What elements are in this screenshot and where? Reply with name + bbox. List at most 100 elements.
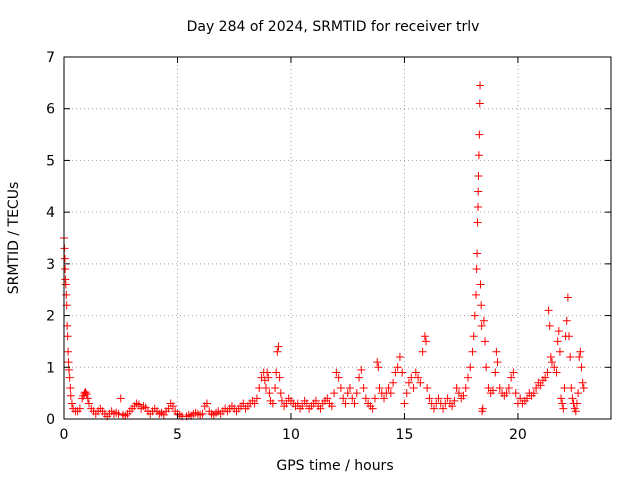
data-point [84,399,93,408]
x-tick-label: 15 [396,427,414,443]
data-point [439,404,448,413]
data-point [473,202,482,211]
data-point [63,321,72,330]
data-point [474,187,483,196]
data-point [492,347,501,356]
data-point [473,249,482,258]
data-point [141,403,150,412]
data-point [255,383,264,392]
data-point [574,389,583,398]
data-point [196,410,205,419]
data-point [81,388,90,397]
data-point [502,389,511,398]
data-point [476,81,485,90]
data-points [60,81,588,421]
data-point [119,410,128,419]
y-tick-label: 5 [46,153,55,169]
data-point [516,394,525,403]
axis-ticks [63,56,611,420]
data-point [488,386,497,395]
data-point [555,347,564,356]
data-point [352,389,361,398]
data-point [411,368,420,377]
data-point [536,381,545,390]
data-point [552,368,561,377]
x-tick-label: 10 [282,427,300,443]
data-point [164,404,173,413]
data-point [60,254,69,263]
data-point [434,394,443,403]
data-point [475,99,484,108]
data-point [550,363,559,372]
data-point [398,368,407,377]
data-point [67,399,76,408]
data-point [558,399,567,408]
y-tick-label: 7 [46,50,55,66]
data-point [370,394,379,403]
data-point [62,290,71,299]
data-point [423,383,432,392]
data-point [271,383,280,392]
y-tick-label: 2 [46,309,55,325]
data-point [482,363,491,372]
data-point [576,347,585,356]
x-tick-label: 0 [60,427,69,443]
data-point [341,399,350,408]
data-point [553,337,562,346]
data-point [61,265,70,274]
data-point [414,373,423,382]
data-point [198,409,207,418]
data-point [66,383,75,392]
data-point [332,368,341,377]
data-point [361,394,370,403]
y-tick-label: 6 [46,102,55,118]
data-point [459,391,468,400]
data-point [265,389,274,398]
data-point [302,399,311,408]
data-point [507,373,516,382]
x-tick-label: 5 [173,427,182,443]
data-point [450,396,459,405]
data-point [159,410,168,419]
data-point [400,399,409,408]
y-tick-label: 0 [46,412,55,428]
data-point [557,394,566,403]
data-point [566,352,575,361]
data-point [359,383,368,392]
data-point [114,409,123,418]
data-point [64,347,73,356]
data-point [474,171,483,180]
y-tick-label: 4 [46,205,55,221]
data-point [272,368,281,377]
data-point [560,383,569,392]
data-point [66,391,75,400]
data-point [393,363,402,372]
data-point [384,383,393,392]
data-point [470,311,479,320]
plot-frame [63,56,612,420]
data-point [368,404,377,413]
tick-labels: 0 5 10 15 20 0 1 2 3 4 5 6 7 [46,50,527,443]
data-point [469,332,478,341]
data-point [409,383,418,392]
data-point [343,389,352,398]
data-point [277,396,286,405]
data-point [579,383,588,392]
data-point [484,383,493,392]
data-point [416,378,425,387]
y-tick-label: 1 [46,360,55,376]
data-point [474,151,483,160]
data-point [468,347,477,356]
data-point [425,394,434,403]
data-point [293,399,302,408]
data-point [134,400,143,409]
data-point [464,373,473,382]
data-point [493,358,502,367]
data-point [323,394,332,403]
data-point [418,347,427,356]
data-point [402,389,411,398]
data-point [477,321,486,330]
data-point [157,408,166,417]
data-point [572,399,581,408]
data-point [168,402,177,411]
